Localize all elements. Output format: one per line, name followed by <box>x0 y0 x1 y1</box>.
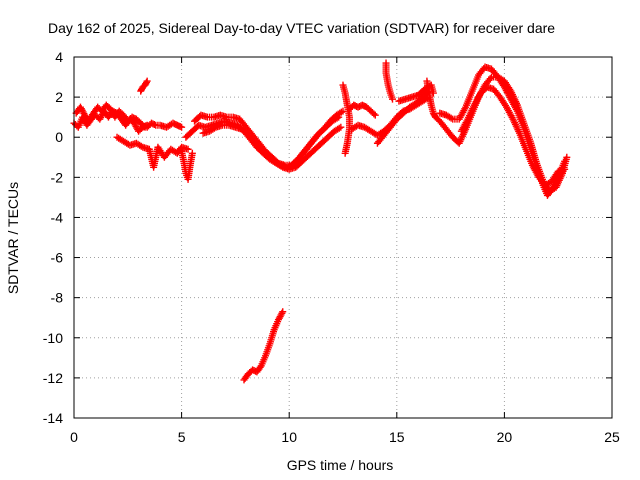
y-axis-label: SDTVAR / TECUs <box>5 182 21 294</box>
x-tick-label: 0 <box>70 429 78 445</box>
data-point <box>142 78 150 86</box>
y-tick-label: 2 <box>55 89 63 105</box>
data-point <box>447 114 455 122</box>
series-track-b <box>72 101 149 131</box>
data-point <box>561 165 569 173</box>
x-tick-label: 10 <box>281 429 297 445</box>
series-track-p <box>395 81 437 105</box>
data-point <box>210 124 218 132</box>
series-track-r <box>436 63 569 199</box>
chart-points <box>70 59 571 384</box>
y-tick-label: 0 <box>55 129 63 145</box>
data-point <box>371 111 379 119</box>
x-tick-label: 20 <box>497 429 513 445</box>
data-point <box>486 75 494 83</box>
series-track-d <box>137 77 151 95</box>
series-track-k <box>339 81 353 157</box>
x-tick-label: 15 <box>389 429 405 445</box>
data-point <box>370 110 378 118</box>
data-point <box>188 149 196 157</box>
x-tick-label: 5 <box>178 429 186 445</box>
y-tick-label: -4 <box>51 209 64 225</box>
y-tick-label: -8 <box>51 290 64 306</box>
data-point <box>333 114 341 122</box>
series-track-f <box>178 147 196 183</box>
y-tick-label: -2 <box>51 169 64 185</box>
y-tick-label: -12 <box>43 370 63 386</box>
data-point <box>563 153 571 161</box>
data-point <box>335 124 343 132</box>
data-point <box>184 145 192 153</box>
data-point <box>279 308 287 316</box>
data-point <box>388 95 396 103</box>
chart-tick-labels: 0 5 10 15 20 25 -14 -12 -10 -8 -6 -4 -2 0 2 4 <box>43 49 620 445</box>
series-track-c <box>113 133 192 171</box>
data-point <box>143 77 151 85</box>
series-track-i <box>199 113 343 171</box>
data-point <box>178 123 186 131</box>
data-point <box>341 149 349 157</box>
y-tick-label: 4 <box>55 49 63 65</box>
x-axis-label: GPS time / hours <box>287 457 394 473</box>
data-point <box>337 123 345 131</box>
data-point <box>256 363 264 371</box>
data-point <box>278 309 286 317</box>
series-track-l <box>345 101 379 119</box>
data-point <box>561 157 569 165</box>
y-tick-label: -10 <box>43 330 63 346</box>
series-track-o <box>382 59 396 103</box>
series-track-s <box>457 83 569 189</box>
data-point <box>275 160 283 168</box>
data-point <box>137 142 145 150</box>
chart-title: Day 162 of 2025, Sidereal Day-to-day VTE… <box>48 20 555 36</box>
x-tick-label: 25 <box>604 429 620 445</box>
series-track-j <box>240 308 287 384</box>
data-point <box>337 108 345 116</box>
plot-frame <box>73 56 613 419</box>
series-track-e <box>143 119 186 131</box>
y-tick-label: -14 <box>43 410 63 426</box>
y-tick-label: -6 <box>51 250 64 266</box>
data-point <box>335 113 343 121</box>
